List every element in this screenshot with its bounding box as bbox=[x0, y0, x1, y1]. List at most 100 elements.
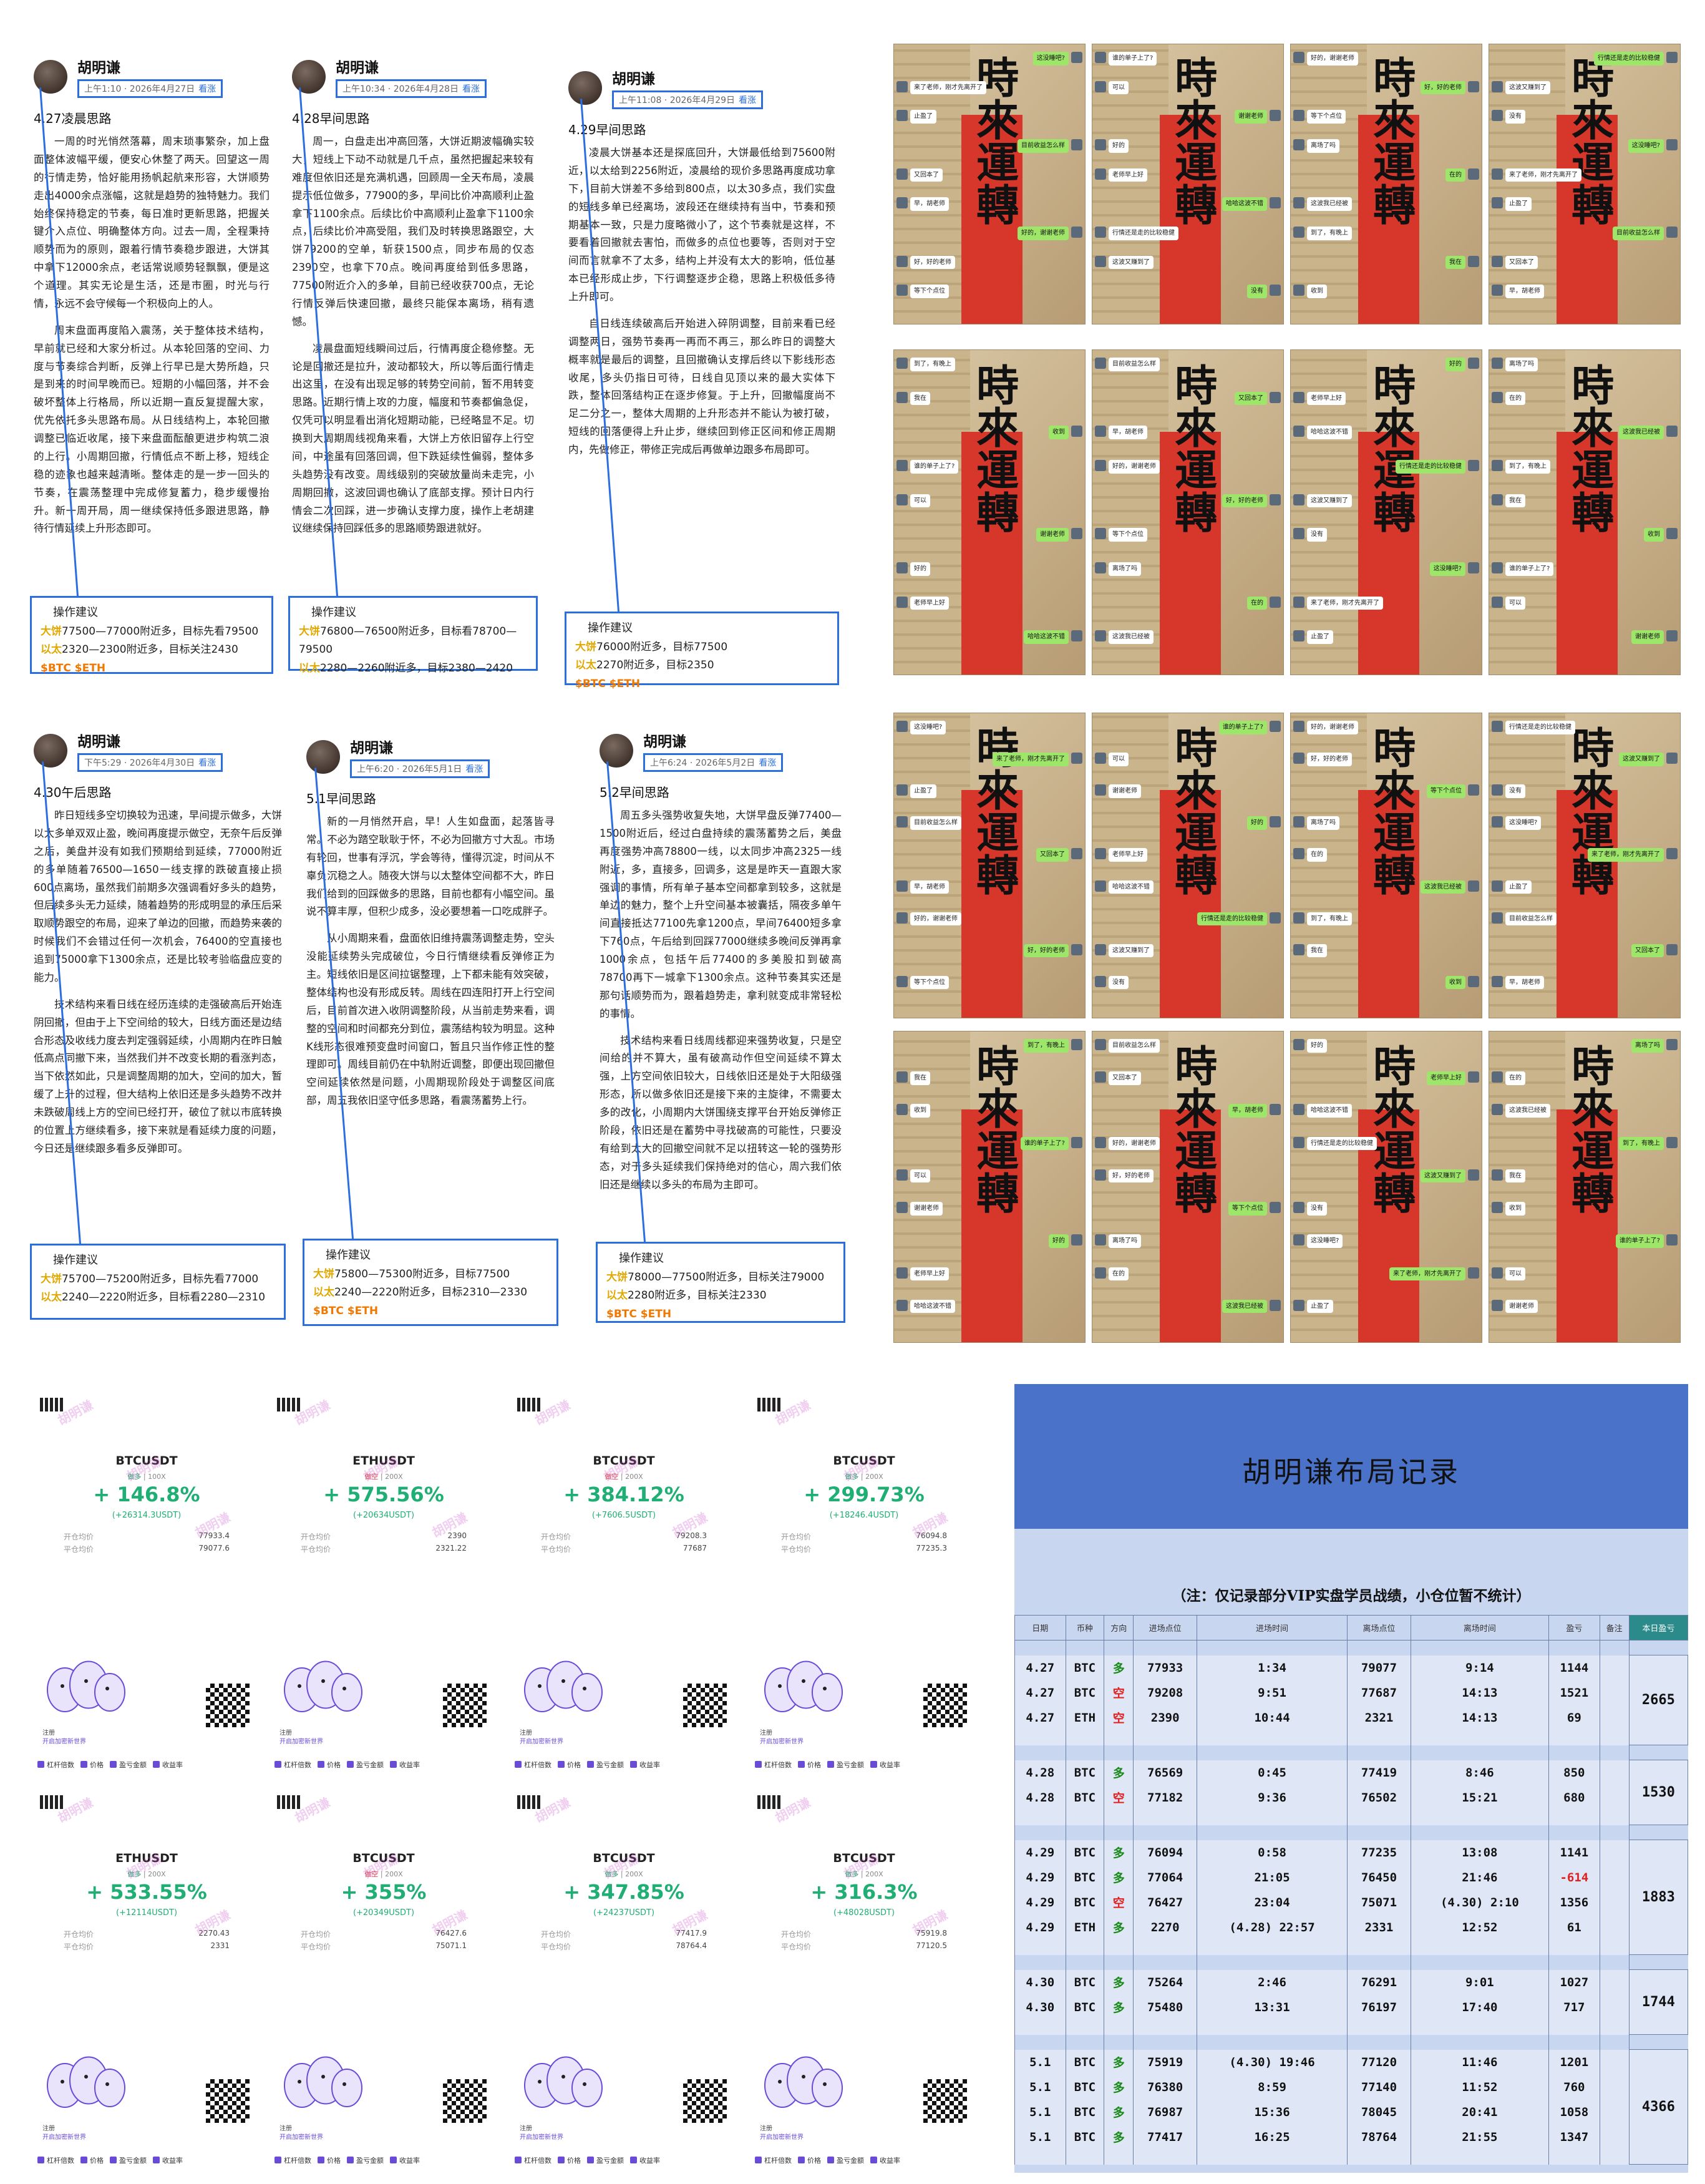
cashtags[interactable]: $BTC $ETH bbox=[575, 678, 641, 690]
option-checkbox[interactable]: 价格 bbox=[558, 2155, 581, 2165]
spacer-cell bbox=[1347, 1825, 1411, 1840]
author-name[interactable]: 胡明谦 bbox=[350, 740, 393, 756]
user-avatar bbox=[1492, 391, 1503, 403]
username-redacted bbox=[40, 1795, 65, 1809]
option-checkbox[interactable]: 盈亏金额 bbox=[827, 1760, 864, 1770]
sentiment-tag[interactable]: 看涨 bbox=[198, 84, 216, 94]
note-cell bbox=[1599, 1914, 1630, 1940]
option-checkbox[interactable]: 盈亏金额 bbox=[827, 2155, 864, 2165]
sentiment-tag[interactable]: 看涨 bbox=[739, 95, 757, 105]
option-checkbox[interactable]: 杠杆倍数 bbox=[274, 1760, 311, 1770]
leverage: 200X bbox=[148, 1870, 166, 1878]
avatar[interactable] bbox=[34, 60, 67, 94]
sentiment-tag[interactable]: 看涨 bbox=[198, 758, 216, 768]
user-avatar bbox=[896, 1071, 908, 1083]
sentiment-tag[interactable]: 看涨 bbox=[759, 758, 777, 768]
cashtags[interactable]: $BTC $ETH bbox=[313, 1305, 379, 1317]
option-checkbox[interactable]: 盈亏金额 bbox=[347, 1760, 384, 1770]
option-checkbox[interactable]: 杠杆倍数 bbox=[274, 2155, 311, 2165]
leverage: 200X bbox=[865, 1473, 883, 1481]
option-checkbox[interactable]: 价格 bbox=[80, 2155, 104, 2165]
scroll-background bbox=[894, 350, 971, 675]
advice-text: 2280—2260附近多，目标2380—2420 bbox=[320, 662, 513, 675]
option-checkbox[interactable]: 杠杆倍数 bbox=[515, 1760, 551, 1770]
option-checkbox[interactable]: 价格 bbox=[798, 1760, 821, 1770]
advice-symbol: 大饼 bbox=[299, 625, 320, 638]
post-title: 4.28早间思路 bbox=[292, 111, 370, 126]
column-header: 进场时间 bbox=[1196, 1615, 1348, 1640]
table-cell: 11:46 bbox=[1410, 2049, 1550, 2075]
red-banner bbox=[1358, 789, 1420, 1018]
option-checkbox[interactable]: 收益率 bbox=[390, 1760, 420, 1770]
qr-code bbox=[443, 1684, 487, 1727]
cashtags[interactable]: $BTC $ETH bbox=[41, 662, 106, 675]
avatar[interactable] bbox=[568, 71, 602, 105]
timestamp-text: 下午5:29 · 2026年4月30日 bbox=[84, 758, 195, 768]
avatar[interactable] bbox=[306, 740, 340, 774]
note-cell bbox=[1599, 1785, 1630, 1810]
user-avatar bbox=[1071, 426, 1082, 437]
author-name[interactable]: 胡明谦 bbox=[77, 60, 120, 76]
user-avatar bbox=[1468, 880, 1479, 892]
user-avatar bbox=[1095, 1136, 1106, 1148]
user-avatar bbox=[1095, 1169, 1106, 1181]
chat-screenshot: 時來運轉 离场了吗 在的 这波我已经被 到了，有晚上 我在 收到 谁的单子上了? 可以 谢谢老师 bbox=[1489, 349, 1681, 675]
option-checkbox[interactable]: 盈亏金额 bbox=[110, 1760, 147, 1770]
chat-message: 等下个点位 bbox=[910, 285, 949, 298]
spacer-cell bbox=[1196, 1640, 1348, 1655]
table-cell: 21:55 bbox=[1410, 2124, 1550, 2150]
close-price-value: 77235.3 bbox=[916, 1544, 947, 1553]
option-checkbox[interactable]: 收益率 bbox=[630, 1760, 660, 1770]
option-checkbox[interactable]: 杠杆倍数 bbox=[755, 1760, 792, 1770]
option-checkbox[interactable]: 盈亏金额 bbox=[587, 2155, 624, 2165]
option-checkbox[interactable]: 价格 bbox=[558, 1760, 581, 1770]
option-checkbox[interactable]: 收益率 bbox=[630, 2155, 660, 2165]
option-checkbox[interactable]: 杠杆倍数 bbox=[515, 2155, 551, 2165]
option-checkbox[interactable]: 杠杆倍数 bbox=[37, 1760, 74, 1770]
option-checkbox[interactable]: 收益率 bbox=[153, 1760, 183, 1770]
option-checkbox[interactable]: 价格 bbox=[798, 2155, 821, 2165]
leverage: 100X bbox=[148, 1473, 166, 1481]
author-name[interactable]: 胡明谦 bbox=[336, 60, 379, 76]
option-checkbox[interactable]: 盈亏金额 bbox=[110, 2155, 147, 2165]
option-checkbox[interactable]: 价格 bbox=[318, 2155, 341, 2165]
post-meta: 胡明谦 上午1:10 · 2026年4月27日 看涨 bbox=[77, 56, 223, 98]
spacer-cell bbox=[1065, 1954, 1105, 1970]
close-price-value: 2331 bbox=[210, 1941, 230, 1950]
spacer-cell bbox=[1133, 1640, 1197, 1655]
avatar[interactable] bbox=[600, 734, 633, 768]
option-checkbox[interactable]: 杠杆倍数 bbox=[37, 2155, 74, 2165]
user-avatar bbox=[1095, 562, 1106, 573]
author-name[interactable]: 胡明谦 bbox=[643, 734, 686, 750]
separator: | bbox=[141, 1473, 148, 1481]
option-checkbox[interactable]: 收益率 bbox=[390, 2155, 420, 2165]
cashtags[interactable]: $BTC $ETH bbox=[606, 1308, 672, 1320]
avatar[interactable] bbox=[292, 60, 326, 94]
table-cell: (4.30) 2:10 bbox=[1410, 1889, 1550, 1915]
sentiment-tag[interactable]: 看涨 bbox=[462, 84, 480, 94]
option-checkbox[interactable]: 收益率 bbox=[870, 2155, 900, 2165]
option-checkbox[interactable]: 收益率 bbox=[153, 2155, 183, 2165]
chat-message: 等下个点位 bbox=[1109, 528, 1147, 542]
option-checkbox[interactable]: 价格 bbox=[318, 1760, 341, 1770]
author-name[interactable]: 胡明谦 bbox=[77, 734, 120, 750]
leverage: 200X bbox=[385, 1473, 403, 1481]
column-header: 离场点位 bbox=[1347, 1615, 1411, 1640]
chat-message: 老师早上好 bbox=[1109, 848, 1147, 862]
slogan: 开启加密新世界 bbox=[760, 1738, 804, 1745]
table-cell: 77120 bbox=[1347, 2049, 1411, 2075]
table-cell: 14:13 bbox=[1410, 1680, 1550, 1705]
author-name[interactable]: 胡明谦 bbox=[612, 71, 655, 87]
option-checkbox[interactable]: 杠杆倍数 bbox=[755, 2155, 792, 2165]
sentiment-tag[interactable]: 看涨 bbox=[465, 764, 483, 774]
scroll-background bbox=[1291, 1031, 1367, 1342]
option-checkbox[interactable]: 盈亏金额 bbox=[347, 2155, 384, 2165]
option-checkbox[interactable]: 收益率 bbox=[870, 1760, 900, 1770]
position-info: 做空 | 200X bbox=[508, 1471, 739, 1481]
leverage: 200X bbox=[625, 1870, 643, 1878]
option-checkbox[interactable]: 价格 bbox=[80, 1760, 104, 1770]
post-paragraph: 凌晨大饼基本还是探底回升，大饼最低给到75600附近，以太给到2256附近，凌晨… bbox=[568, 147, 835, 303]
avatar[interactable] bbox=[34, 734, 67, 768]
leverage: 200X bbox=[625, 1473, 643, 1481]
option-checkbox[interactable]: 盈亏金额 bbox=[587, 1760, 624, 1770]
